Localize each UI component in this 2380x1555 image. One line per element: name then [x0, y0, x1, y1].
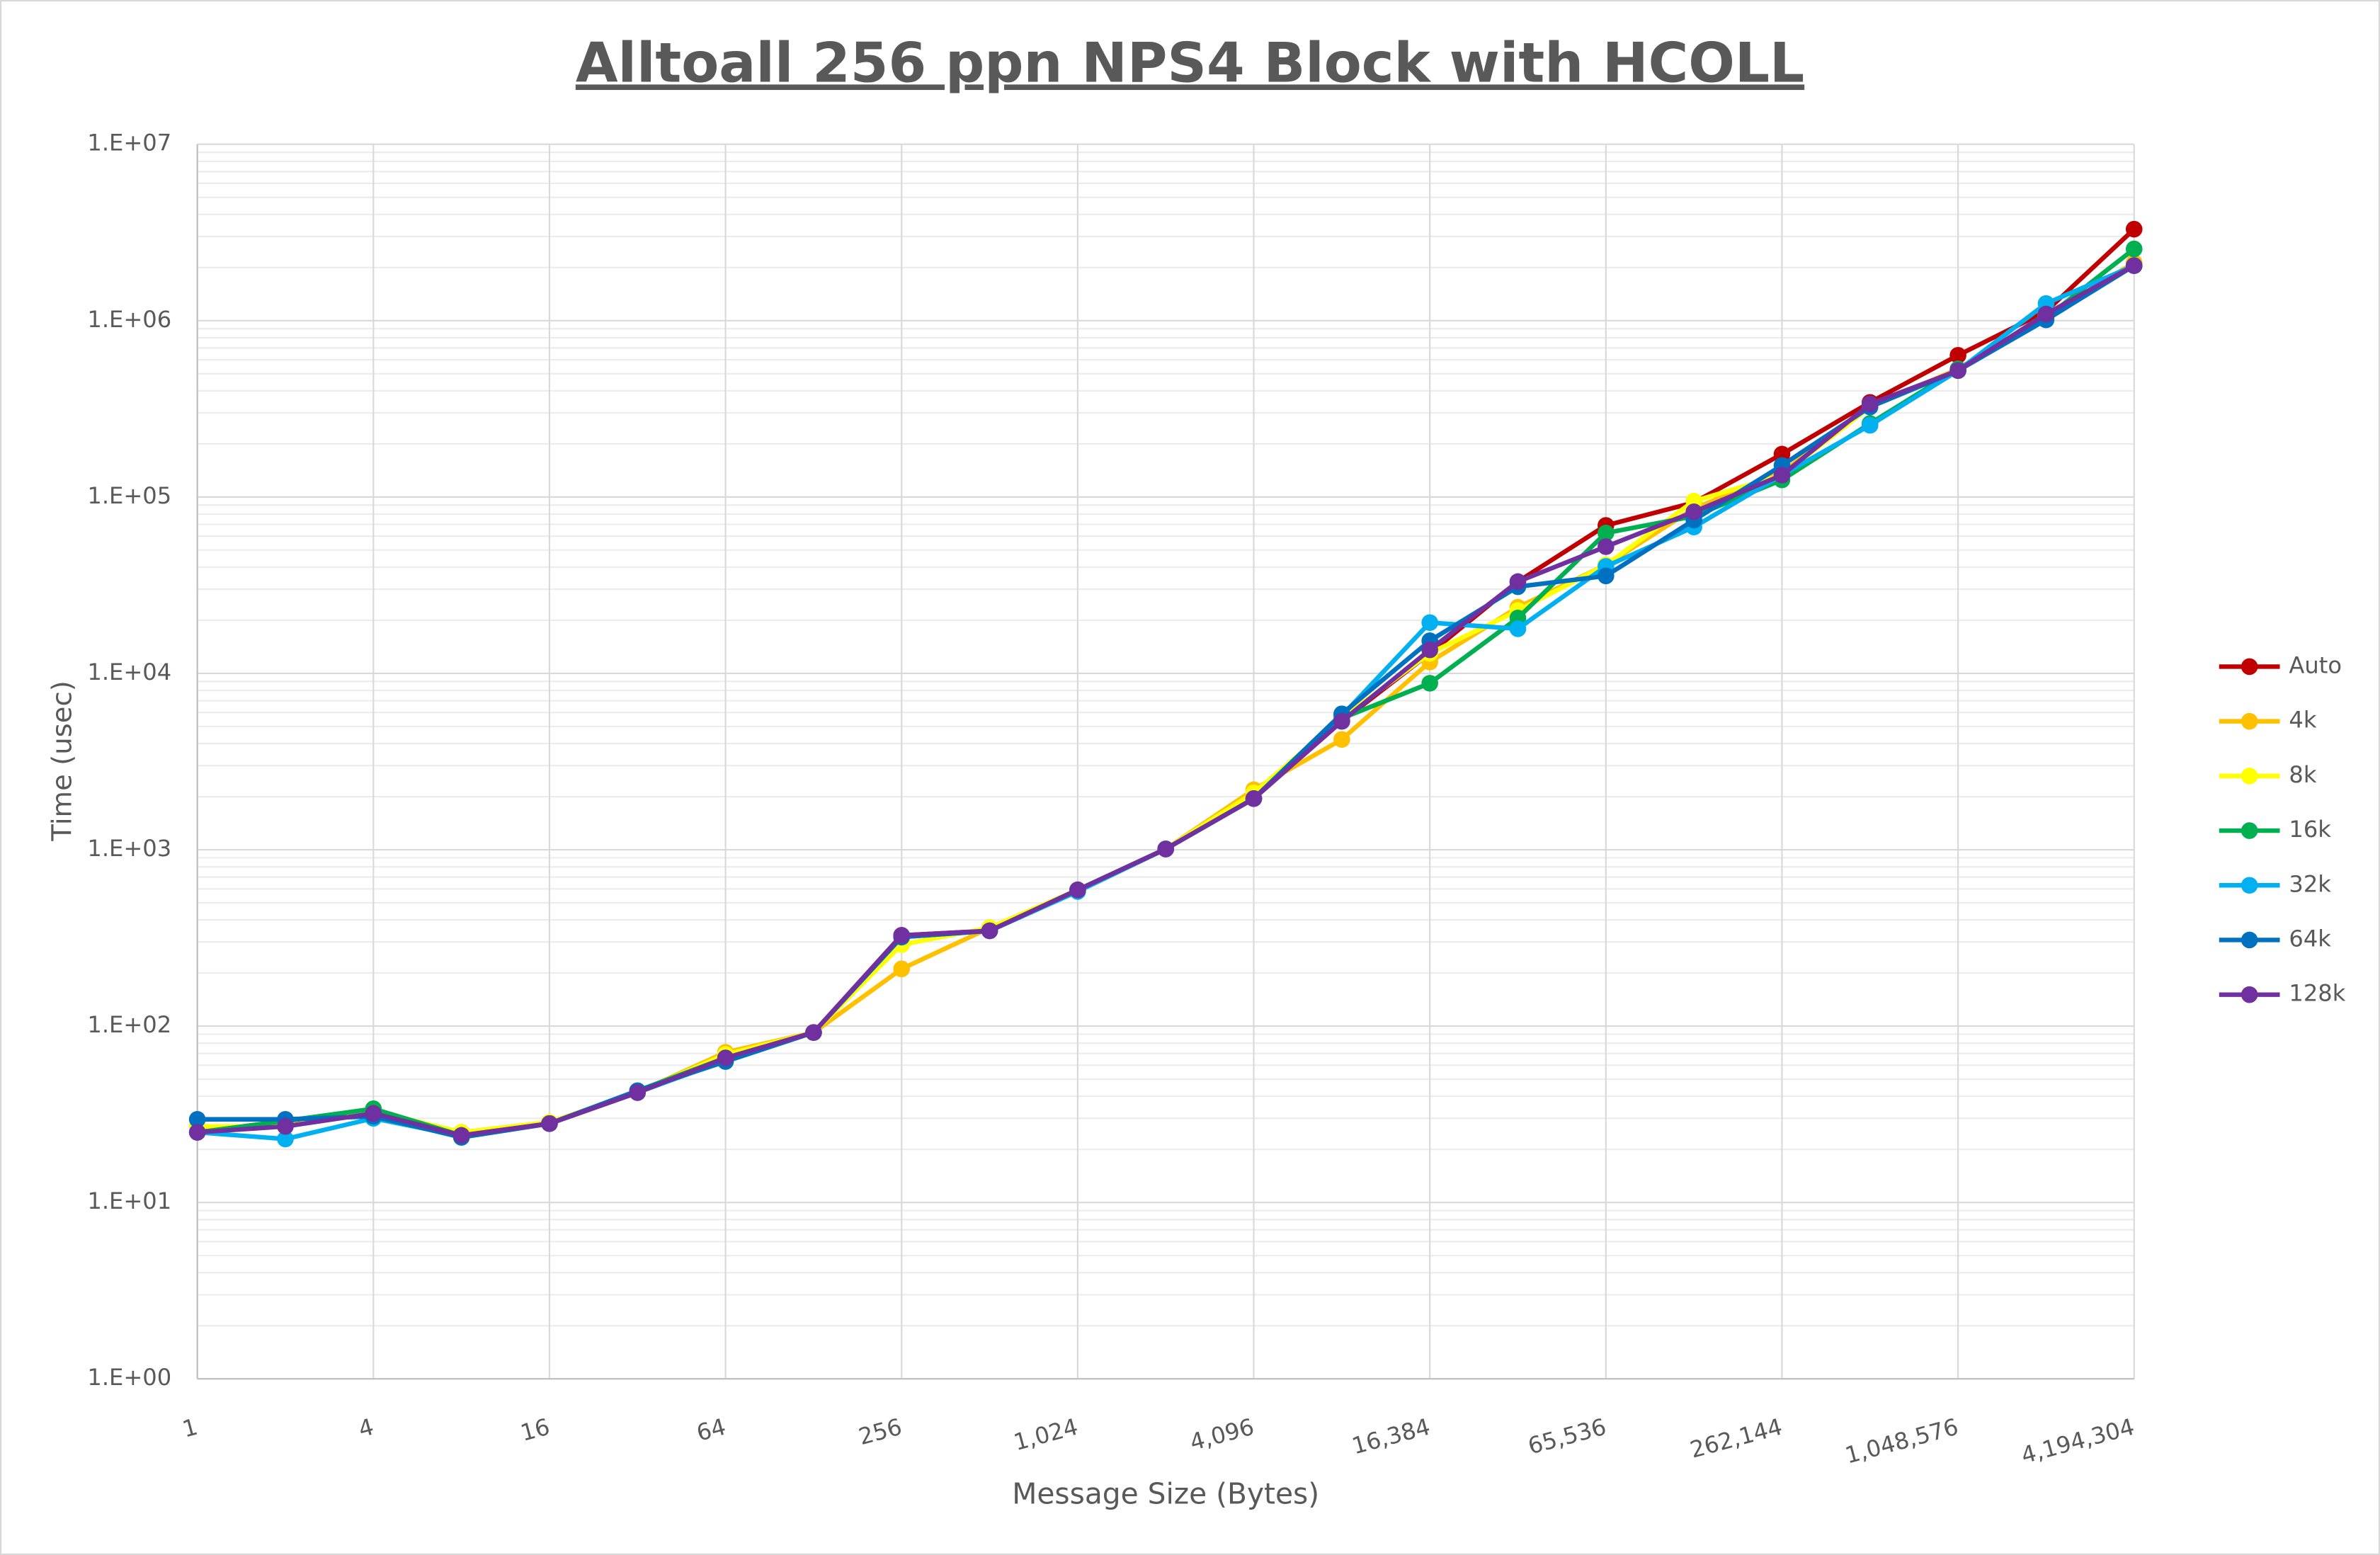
data-point [1949, 346, 1966, 364]
data-point [1421, 641, 1438, 659]
y-tick-label: 1.E+00 [87, 1364, 171, 1391]
y-tick-label: 1.E+07 [87, 130, 171, 156]
legend-label: 8k [2289, 761, 2316, 788]
y-tick-label: 1.E+01 [87, 1187, 171, 1214]
data-point [1333, 712, 1350, 730]
legend-label: Auto [2289, 651, 2342, 678]
legend-marker [2240, 877, 2258, 894]
data-point [805, 1024, 822, 1041]
data-point [541, 1115, 558, 1132]
legend-marker [2240, 658, 2258, 676]
data-point [1421, 614, 1438, 632]
data-point [188, 1124, 206, 1141]
x-axis-title: Message Size (Bytes) [1012, 1476, 1319, 1510]
legend-label: 128k [2289, 980, 2345, 1007]
data-point [1861, 416, 1879, 434]
data-point [1598, 567, 1615, 585]
legend-label: 64k [2289, 925, 2331, 952]
data-point [2125, 220, 2143, 238]
data-point [1773, 467, 1791, 484]
data-point [1333, 731, 1350, 748]
data-point [893, 960, 911, 978]
chart-title: Alltoall 256 ppn NPS4 Block with HCOLL [576, 31, 1804, 95]
legend-marker [2240, 986, 2258, 1003]
data-point [1157, 841, 1174, 858]
y-axis-title: Time (usec) [47, 680, 79, 841]
legend-marker [2240, 931, 2258, 949]
legend-marker [2240, 822, 2258, 839]
y-tick-label: 1.E+04 [87, 659, 171, 685]
data-point [452, 1127, 470, 1144]
data-point [277, 1117, 294, 1135]
data-point [1421, 675, 1438, 692]
data-point [981, 922, 998, 940]
data-point [1685, 503, 1702, 520]
data-point [1598, 524, 1615, 542]
legend-label: 16k [2289, 816, 2331, 843]
data-point [1598, 538, 1615, 555]
data-point [2125, 257, 2143, 274]
data-point [1509, 620, 1527, 637]
legend-label: 32k [2289, 870, 2331, 897]
data-point [1861, 395, 1879, 413]
data-point [365, 1105, 382, 1122]
data-point [2037, 305, 2055, 323]
data-point [1069, 881, 1086, 899]
data-point [1509, 573, 1527, 591]
y-tick-label: 1.E+06 [87, 306, 171, 333]
data-point [277, 1130, 294, 1148]
legend-marker [2240, 712, 2258, 730]
y-tick-label: 1.E+03 [87, 835, 171, 862]
y-tick-label: 1.E+05 [87, 482, 171, 509]
data-point [2125, 240, 2143, 258]
legend-label: 4k [2289, 707, 2316, 734]
data-point [1245, 790, 1263, 807]
data-point [188, 1110, 206, 1128]
data-point [1949, 362, 1966, 380]
series [188, 257, 2143, 1144]
data-point [893, 927, 911, 944]
legend-marker [2240, 768, 2258, 785]
data-point [629, 1084, 647, 1101]
data-point [717, 1049, 734, 1066]
y-tick-label: 1.E+02 [87, 1011, 171, 1038]
